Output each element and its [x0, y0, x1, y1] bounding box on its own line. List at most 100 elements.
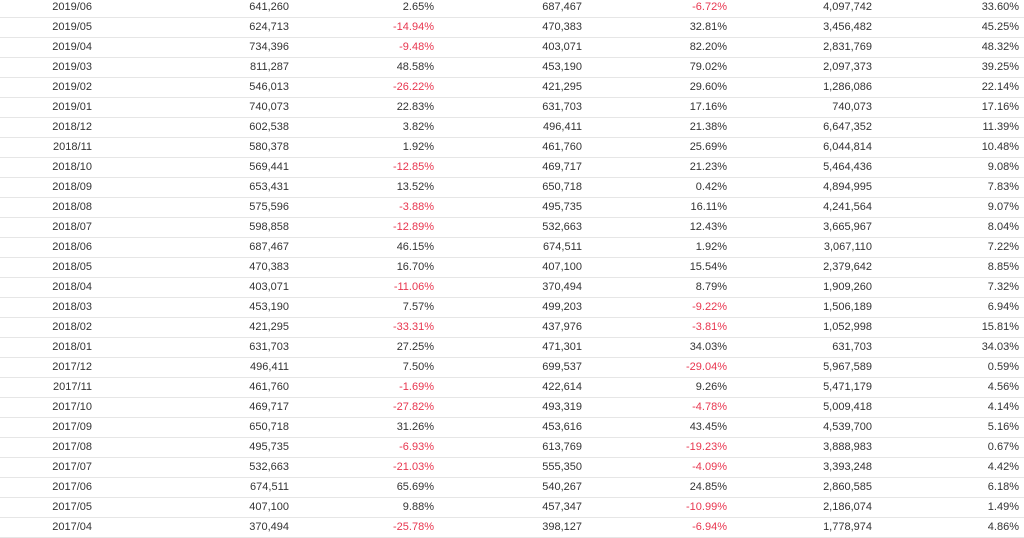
cell-change-b: 21.38% [689, 121, 727, 133]
cell-change-b: -19.23% [686, 441, 727, 453]
table-row: 2017/05 407,100 9.88% 457,347 -10.99% 2,186,0… [0, 498, 1024, 518]
cell-change-a: 27.25% [396, 341, 434, 353]
cell-change-b: 79.02% [689, 61, 727, 73]
table-row: 2017/10 469,717 -27.82% 493,319 -4.78% 5,009,… [0, 398, 1024, 418]
table-row: 2017/12 496,411 7.50% 699,537 -29.04% 5,967,5… [0, 358, 1024, 378]
cell-change-b: 32.81% [689, 21, 727, 33]
cell-change-a: 13.52% [396, 181, 434, 193]
cell-change-b: 17.16% [689, 101, 727, 113]
cell-value-a: 421,295 [249, 321, 289, 333]
cell-value-b: 453,616 [542, 421, 582, 433]
table-row: 2018/03 453,190 7.57% 499,203 -9.22% 1,506,18… [0, 298, 1024, 318]
cell-value-a: 403,071 [249, 281, 289, 293]
cell-cumulative-change: 10.48% [981, 141, 1019, 153]
cell-period: 2018/04 [52, 281, 92, 293]
cell-period: 2017/04 [52, 521, 92, 533]
cell-period: 2018/05 [52, 261, 92, 273]
cell-period: 2018/03 [52, 301, 92, 313]
cell-value-b: 457,347 [542, 501, 582, 513]
cell-cumulative: 3,393,248 [823, 461, 872, 473]
cell-cumulative: 2,860,585 [823, 481, 872, 493]
table-row: 2018/08 575,596 -3.88% 495,735 16.11% 4,241,5… [0, 198, 1024, 218]
cell-cumulative-change: 39.25% [981, 61, 1019, 73]
cell-cumulative-change: 0.67% [987, 441, 1019, 453]
cell-value-a: 624,713 [249, 21, 289, 33]
table-row: 2019/03 811,287 48.58% 453,190 79.02% 2,097,3… [0, 58, 1024, 78]
cell-cumulative: 1,506,189 [823, 301, 872, 313]
cell-period: 2018/06 [52, 241, 92, 253]
cell-value-a: 470,383 [249, 261, 289, 273]
cell-cumulative: 4,241,564 [823, 201, 872, 213]
cell-cumulative-change: 9.07% [987, 201, 1019, 213]
cell-cumulative: 3,456,482 [823, 21, 872, 33]
cell-value-b: 613,769 [542, 441, 582, 453]
cell-value-a: 461,760 [249, 381, 289, 393]
cell-cumulative: 3,888,983 [823, 441, 872, 453]
cell-change-b: -6.72% [692, 1, 727, 13]
cell-period: 2017/12 [52, 361, 92, 373]
cell-value-b: 470,383 [542, 21, 582, 33]
cell-cumulative: 5,967,589 [823, 361, 872, 373]
cell-period: 2019/05 [52, 21, 92, 33]
table-row: 2018/11 580,378 1.92% 461,760 25.69% 6,044,81… [0, 138, 1024, 158]
cell-change-a: -33.31% [393, 321, 434, 333]
cell-value-b: 437,976 [542, 321, 582, 333]
cell-change-a: -6.93% [399, 441, 434, 453]
table-row: 2019/05 624,713 -14.94% 470,383 32.81% 3,456,… [0, 18, 1024, 38]
cell-change-a: -21.03% [393, 461, 434, 473]
cell-cumulative: 740,073 [832, 101, 872, 113]
table-row: 2018/09 653,431 13.52% 650,718 0.42% 4,894,99… [0, 178, 1024, 198]
cell-value-a: 598,858 [249, 221, 289, 233]
cell-change-b: 21.23% [689, 161, 727, 173]
table-row: 2017/09 650,718 31.26% 453,616 43.45% 4,539,7… [0, 418, 1024, 438]
cell-value-b: 370,494 [542, 281, 582, 293]
table-row: 2019/01 740,073 22.83% 631,703 17.16% 740,073… [0, 98, 1024, 118]
cell-value-b: 453,190 [542, 61, 582, 73]
cell-cumulative-change: 7.32% [987, 281, 1019, 293]
cell-value-b: 398,127 [542, 521, 582, 533]
cell-period: 2018/11 [53, 141, 92, 153]
cell-change-b: -4.78% [692, 401, 727, 413]
cell-value-b: 469,717 [542, 161, 582, 173]
table-row: 2018/10 569,441 -12.85% 469,717 21.23% 5,464,… [0, 158, 1024, 178]
cell-period: 2018/02 [52, 321, 92, 333]
cell-value-b: 421,295 [542, 81, 582, 93]
cell-cumulative: 4,894,995 [823, 181, 872, 193]
cell-value-b: 407,100 [542, 261, 582, 273]
cell-cumulative: 5,009,418 [823, 401, 872, 413]
cell-cumulative: 1,909,260 [823, 281, 872, 293]
table-row: 2018/05 470,383 16.70% 407,100 15.54% 2,379,6… [0, 258, 1024, 278]
cell-period: 2019/03 [52, 61, 92, 73]
cell-cumulative: 5,464,436 [823, 161, 872, 173]
cell-change-a: -14.94% [393, 21, 434, 33]
cell-change-b: -10.99% [686, 501, 727, 513]
cell-value-b: 461,760 [542, 141, 582, 153]
cell-change-b: 12.43% [689, 221, 727, 233]
cell-value-b: 495,735 [542, 201, 582, 213]
cell-change-b: 34.03% [689, 341, 727, 353]
cell-change-b: 25.69% [689, 141, 727, 153]
cell-value-a: 546,013 [249, 81, 289, 93]
cell-value-a: 580,378 [249, 141, 289, 153]
cell-period: 2018/08 [52, 201, 92, 213]
cell-change-a: 31.26% [396, 421, 434, 433]
cell-cumulative: 6,044,814 [823, 141, 872, 153]
cell-period: 2018/09 [52, 181, 92, 193]
cell-value-b: 496,411 [543, 121, 582, 133]
cell-cumulative-change: 45.25% [981, 21, 1019, 33]
cell-value-a: 602,538 [249, 121, 289, 133]
cell-change-a: 7.50% [402, 361, 434, 373]
cell-cumulative-change: 7.22% [987, 241, 1019, 253]
cell-change-b: 0.42% [695, 181, 727, 193]
cell-value-a: 495,735 [249, 441, 289, 453]
cell-period: 2018/12 [52, 121, 92, 133]
cell-change-a: 16.70% [396, 261, 434, 273]
cell-change-a: 65.69% [396, 481, 434, 493]
cell-period: 2019/02 [52, 81, 92, 93]
cell-value-b: 699,537 [542, 361, 582, 373]
cell-change-a: -3.88% [399, 201, 434, 213]
cell-value-a: 641,260 [249, 1, 289, 13]
cell-value-a: 811,287 [250, 61, 289, 73]
table-row: 2017/04 370,494 -25.78% 398,127 -6.94% 1,778,… [0, 518, 1024, 538]
cell-period: 2019/01 [52, 101, 92, 113]
